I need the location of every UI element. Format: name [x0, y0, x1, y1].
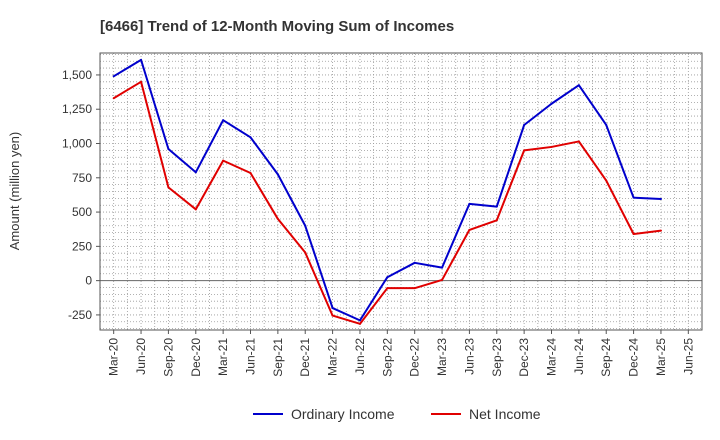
- data-point-net-income: [441, 278, 444, 281]
- x-tick-label: Sep-22: [380, 338, 394, 377]
- x-tick-label: Mar-20: [107, 338, 121, 376]
- data-point-ordinary-income: [495, 205, 498, 208]
- chart-title: [6466] Trend of 12-Month Moving Sum of I…: [100, 18, 454, 35]
- data-point-ordinary-income: [413, 261, 416, 264]
- x-tick-label: Mar-22: [326, 338, 340, 376]
- x-tick-label: Jun-20: [134, 338, 148, 375]
- data-point-ordinary-income: [550, 102, 553, 105]
- data-point-ordinary-income: [632, 196, 635, 199]
- data-point-ordinary-income: [386, 276, 389, 279]
- data-point-ordinary-income: [331, 307, 334, 310]
- data-point-net-income: [112, 97, 115, 100]
- y-ticks: -250 0 250 500 750 1,000 1,250 1,500: [62, 68, 100, 322]
- data-point-net-income: [194, 208, 197, 211]
- x-tick-label: Mar-24: [545, 338, 559, 376]
- data-point-ordinary-income: [468, 202, 471, 205]
- x-ticks: Mar-20 Jun-20 Sep-20 Dec-20 Mar-21 Jun-21 Sep-…: [107, 330, 695, 377]
- y-tick-label: -250: [68, 308, 92, 322]
- data-point-net-income: [413, 287, 416, 290]
- x-tick-label: Dec-24: [627, 338, 641, 377]
- x-tick-label: Dec-23: [517, 338, 531, 377]
- data-point-net-income: [659, 229, 662, 232]
- data-point-net-income: [605, 179, 608, 182]
- data-point-net-income: [140, 80, 143, 83]
- data-point-ordinary-income: [276, 173, 279, 176]
- data-point-net-income: [632, 233, 635, 236]
- data-point-net-income: [304, 251, 307, 254]
- x-tick-label: Dec-21: [298, 338, 312, 377]
- x-tick-label: Sep-21: [271, 338, 285, 377]
- data-point-net-income: [468, 228, 471, 231]
- x-tick-label: Sep-23: [490, 338, 504, 377]
- plot-border: [99, 52, 703, 331]
- y-tick-label: 0: [85, 274, 92, 288]
- data-point-ordinary-income: [249, 136, 252, 139]
- y-tick-label: 750: [72, 171, 92, 185]
- x-tick-label: Sep-20: [161, 338, 175, 377]
- data-point-net-income: [276, 217, 279, 220]
- data-point-ordinary-income: [358, 319, 361, 322]
- data-point-net-income: [358, 322, 361, 325]
- data-point-ordinary-income: [112, 75, 115, 78]
- data-point-ordinary-income: [167, 147, 170, 150]
- data-point-ordinary-income: [523, 123, 526, 126]
- data-point-net-income: [386, 287, 389, 290]
- data-point-ordinary-income: [605, 123, 608, 126]
- data-point-net-income: [249, 171, 252, 174]
- data-point-ordinary-income: [577, 84, 580, 87]
- legend: Ordinary Income Net Income: [253, 406, 541, 422]
- data-point-ordinary-income: [441, 266, 444, 269]
- data-point-net-income: [167, 186, 170, 189]
- x-tick-label: Jun-24: [572, 338, 586, 375]
- axes: [99, 52, 703, 331]
- y-tick-label: 1,500: [62, 68, 92, 82]
- y-tick-label: 500: [72, 205, 92, 219]
- data-point-net-income: [577, 140, 580, 143]
- data-point-net-income: [331, 314, 334, 317]
- x-tick-label: Mar-21: [216, 338, 230, 376]
- y-tick-label: 250: [72, 239, 92, 253]
- y-tick-label: 1,250: [62, 102, 92, 116]
- y-axis-label: Amount (million yen): [7, 132, 22, 251]
- data-point-ordinary-income: [194, 171, 197, 174]
- x-tick-label: Sep-24: [599, 338, 613, 377]
- y-tick-label: 1,000: [62, 137, 92, 151]
- grid: [100, 53, 702, 330]
- data-point-net-income: [550, 145, 553, 148]
- x-tick-label: Dec-20: [189, 338, 203, 377]
- x-tick-label: Jun-25: [681, 338, 695, 375]
- x-tick-label: Mar-25: [654, 338, 668, 376]
- series-group: [112, 58, 662, 325]
- x-tick-label: Jun-23: [462, 338, 476, 375]
- legend-label-ordinary-income: Ordinary Income: [291, 406, 395, 422]
- data-point-ordinary-income: [659, 198, 662, 201]
- legend-label-net-income: Net Income: [469, 406, 541, 422]
- data-point-net-income: [495, 219, 498, 222]
- x-tick-label: Dec-22: [408, 338, 422, 377]
- data-point-net-income: [222, 159, 225, 162]
- data-point-net-income: [523, 149, 526, 152]
- data-point-ordinary-income: [222, 119, 225, 122]
- x-tick-label: Mar-23: [435, 338, 449, 376]
- data-point-ordinary-income: [140, 58, 143, 61]
- data-point-ordinary-income: [304, 224, 307, 227]
- x-tick-label: Jun-21: [244, 338, 258, 375]
- x-tick-label: Jun-22: [353, 338, 367, 375]
